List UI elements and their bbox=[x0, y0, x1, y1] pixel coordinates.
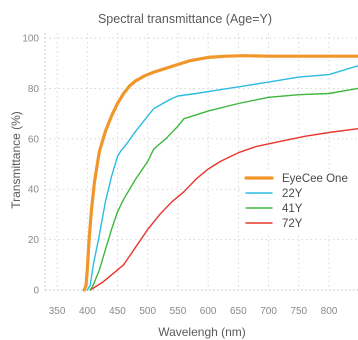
series-line-41y bbox=[89, 87, 358, 291]
y-tick-label: 60 bbox=[28, 134, 40, 145]
x-tick-label: 800 bbox=[321, 306, 338, 317]
legend-label: EyeCee One bbox=[282, 173, 348, 185]
legend-background bbox=[240, 169, 358, 235]
grid bbox=[45, 33, 358, 290]
x-tick-label: 650 bbox=[230, 306, 247, 317]
x-tick-label: 600 bbox=[200, 306, 217, 317]
tick-labels: 0 20 40 60 80 100 350 400 450 500 550 600 650 700 750 8… bbox=[22, 34, 337, 317]
y-tick-label: 0 bbox=[33, 286, 39, 297]
x-tick-label: 400 bbox=[79, 306, 96, 317]
series-line-72y bbox=[89, 127, 358, 291]
chart-title: Spectral transmittance (Age=Y) bbox=[98, 12, 272, 26]
x-axis-label: Wavelengh (nm) bbox=[158, 325, 246, 339]
axes bbox=[44, 33, 358, 291]
y-tick-label: 40 bbox=[28, 185, 40, 196]
series-lines bbox=[82, 54, 358, 292]
y-tick-label: 80 bbox=[28, 84, 40, 95]
legend-label: 22Y bbox=[282, 188, 303, 200]
x-tick-label: 450 bbox=[109, 306, 126, 317]
series-line-22y bbox=[86, 65, 358, 291]
legend: EyeCee One 22Y 41Y 72Y bbox=[240, 169, 358, 235]
legend-label: 41Y bbox=[282, 203, 303, 215]
x-tick-label: 700 bbox=[260, 306, 277, 317]
y-axis-label: Transmittance (%) bbox=[9, 111, 23, 209]
series-line-eyecee-one bbox=[82, 54, 358, 292]
y-tick-label: 100 bbox=[22, 34, 39, 45]
x-tick-label: 750 bbox=[290, 306, 307, 317]
legend-label: 72Y bbox=[282, 218, 303, 230]
x-tick-label: 350 bbox=[49, 306, 66, 317]
x-tick-label: 500 bbox=[139, 306, 156, 317]
y-tick-label: 20 bbox=[28, 235, 40, 246]
x-tick-label: 550 bbox=[170, 306, 187, 317]
